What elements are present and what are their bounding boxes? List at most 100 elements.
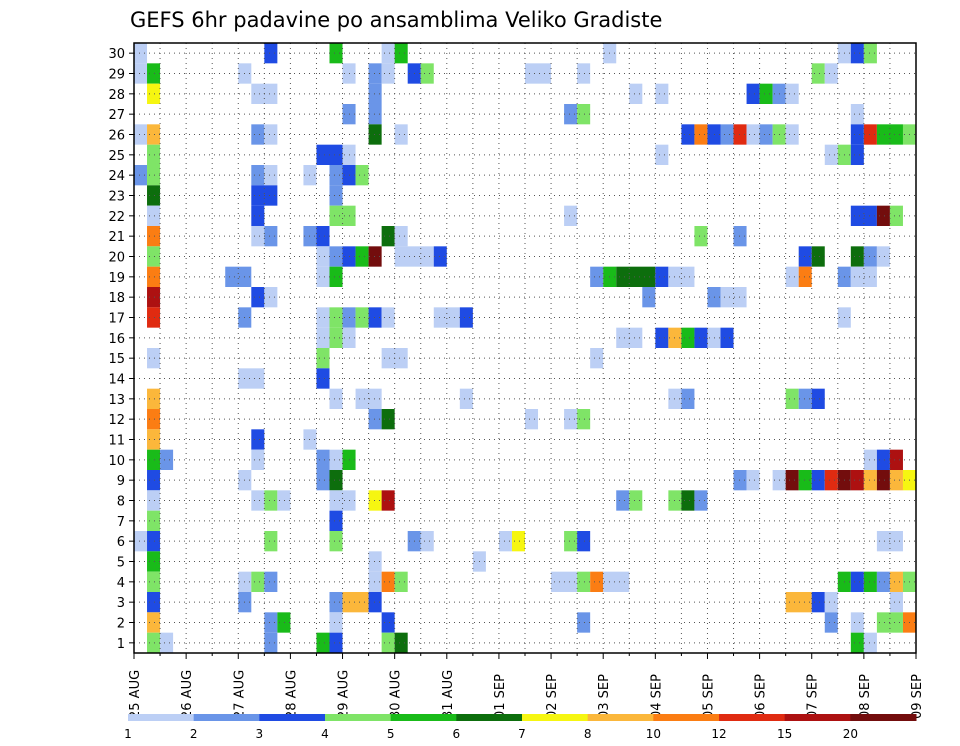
chart-title: GEFS 6hr padavine po ansamblima Veliko G… — [130, 8, 662, 32]
heatmap-cell — [811, 470, 825, 491]
heatmap-cell — [147, 612, 161, 633]
heatmap-cell — [707, 124, 721, 145]
heatmap-cell — [329, 510, 343, 531]
y-tick-label: 26 — [108, 129, 125, 144]
heatmap-cell — [889, 592, 903, 613]
heatmap-cell — [811, 388, 825, 409]
heatmap-cell — [264, 165, 278, 186]
colorbar-label: 7 — [518, 727, 526, 741]
heatmap-cell — [590, 348, 604, 369]
heatmap-cell — [746, 83, 760, 104]
x-tick-label: 08 SEP — [858, 674, 873, 719]
heatmap-cell — [329, 531, 343, 552]
heatmap-cell — [655, 327, 669, 348]
heatmap-cell — [863, 246, 877, 267]
heatmap-cell — [368, 490, 382, 511]
y-axis: 1234567891011121314151617181920212223242… — [108, 47, 134, 652]
grid-layer — [134, 43, 916, 653]
y-tick-label: 14 — [108, 373, 125, 388]
y-tick-label: 15 — [108, 352, 125, 367]
y-tick-label: 16 — [108, 332, 125, 347]
heatmap-cell — [147, 592, 161, 613]
x-axis: 25 AUG 26 AUG 27 AUG 28 AUG 29 AUG 30 AUG 31 A… — [128, 653, 925, 719]
heatmap-cell — [368, 104, 382, 125]
heatmap-cell — [147, 226, 161, 247]
heatmap-cell — [329, 307, 343, 328]
heatmap-cell — [264, 490, 278, 511]
heatmap-cell — [381, 490, 395, 511]
heatmap-cell — [368, 409, 382, 430]
heatmap-cell — [459, 388, 473, 409]
y-tick-label: 12 — [108, 413, 125, 428]
heatmap-cell — [876, 470, 890, 491]
heatmap-cell — [251, 449, 265, 470]
heatmap-cell — [316, 307, 330, 328]
heatmap-cell — [368, 246, 382, 267]
heatmap-cell — [577, 409, 591, 430]
heatmap-cell — [433, 246, 447, 267]
heatmap-cell — [616, 490, 630, 511]
heatmap-cell — [863, 124, 877, 145]
heatmap-cell — [329, 185, 343, 206]
heatmap-cell — [316, 449, 330, 470]
heatmap-cell — [811, 246, 825, 267]
heatmap-cell — [316, 632, 330, 653]
y-tick-label: 2 — [117, 617, 125, 632]
heatmap-cell — [251, 429, 265, 450]
heatmap-cell — [147, 246, 161, 267]
heatmap-cell — [824, 63, 838, 84]
heatmap-cell — [863, 632, 877, 653]
y-tick-label: 7 — [117, 515, 125, 530]
heatmap-cell — [785, 470, 799, 491]
x-tick-label: 02 SEP — [545, 674, 560, 719]
heatmap-cell — [277, 612, 291, 633]
heatmap-cell — [720, 124, 734, 145]
heatmap-cell — [876, 246, 890, 267]
heatmap-cell — [681, 490, 695, 511]
heatmap-cell — [134, 63, 148, 84]
heatmap-cell — [147, 551, 161, 572]
heatmap-cell — [785, 388, 799, 409]
y-tick-label: 9 — [117, 474, 125, 489]
cells-layer — [134, 43, 916, 653]
heatmap-cell — [433, 307, 460, 328]
heatmap-cell — [251, 287, 265, 308]
heatmap-cell — [394, 124, 408, 145]
heatmap-cell — [850, 470, 864, 491]
colorbar-label: 20 — [843, 727, 858, 741]
y-tick-label: 3 — [117, 596, 125, 611]
heatmap-cell — [850, 104, 864, 125]
heatmap-cell — [329, 612, 343, 633]
heatmap-cell — [225, 266, 252, 287]
heatmap-cell — [681, 327, 695, 348]
heatmap-cell — [655, 266, 669, 287]
heatmap-cell — [277, 490, 291, 511]
heatmap-cell — [394, 571, 408, 592]
heatmap-cell — [134, 165, 148, 186]
heatmap-cell — [147, 348, 161, 369]
heatmap-cell — [147, 205, 161, 226]
heatmap-cell — [264, 124, 278, 145]
colorbar-label: 1 — [124, 727, 132, 741]
heatmap-cell — [368, 124, 382, 145]
y-tick-label: 10 — [108, 454, 125, 469]
heatmap-cell — [147, 571, 161, 592]
heatmap-cell — [316, 226, 330, 247]
heatmap-cell — [655, 83, 669, 104]
colorbar-swatch — [784, 714, 851, 721]
heatmap-cell — [876, 205, 890, 226]
heatmap-cell — [264, 632, 278, 653]
colorbar-label: 10 — [646, 727, 661, 741]
heatmap-cell — [251, 571, 265, 592]
heatmap-cell — [329, 266, 343, 287]
heatmap-cell — [889, 449, 903, 470]
heatmap-cell — [381, 307, 395, 328]
heatmap-cell — [798, 388, 812, 409]
heatmap-cell — [459, 307, 473, 328]
heatmap-cell — [381, 43, 395, 64]
colorbar-swatch — [456, 714, 523, 721]
heatmap-cell — [147, 63, 161, 84]
heatmap-cell — [264, 287, 278, 308]
heatmap-cell — [316, 348, 330, 369]
y-tick-label: 27 — [108, 108, 125, 123]
